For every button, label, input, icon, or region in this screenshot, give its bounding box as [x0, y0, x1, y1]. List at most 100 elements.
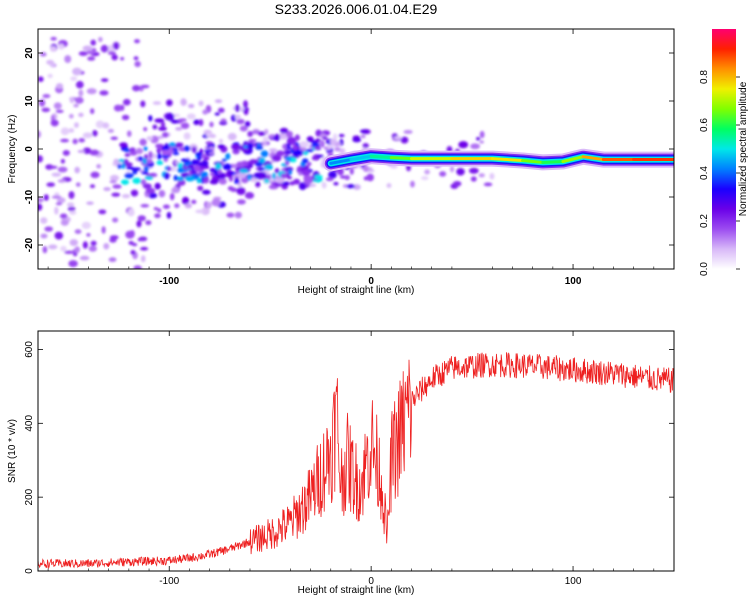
spectral-blob	[55, 109, 64, 113]
spectral-blob	[88, 245, 97, 252]
spectral-blob	[50, 36, 57, 41]
spectral-blob	[92, 129, 98, 137]
spectral-blob	[175, 127, 183, 131]
spectral-blob	[146, 136, 154, 141]
spectral-blob	[90, 108, 95, 115]
spectral-blob	[349, 167, 354, 175]
y-tick-label: 10	[24, 95, 35, 107]
spectral-blob	[306, 136, 314, 143]
y-tick-label: 20	[24, 47, 35, 59]
spectral-blob	[191, 159, 199, 166]
spectral-blob	[247, 175, 252, 181]
spectral-blob	[82, 241, 88, 249]
spectral-blob	[130, 189, 139, 197]
spectral-blob	[78, 137, 86, 143]
spectral-blob	[209, 179, 219, 185]
spectral-blob	[123, 148, 131, 153]
spectral-blob	[38, 203, 43, 211]
spectral-blob	[174, 203, 180, 209]
spectral-blob	[314, 174, 323, 180]
spectral-blob	[120, 57, 125, 61]
spectral-blob	[121, 194, 131, 199]
spectral-blob	[137, 156, 143, 162]
spectral-blob	[133, 265, 142, 269]
spectral-blob	[51, 172, 62, 177]
spectral-blob	[201, 160, 209, 167]
spectral-blob	[479, 140, 484, 144]
spectral-blob	[82, 132, 93, 139]
spectral-blob	[311, 142, 320, 147]
spectral-blob	[72, 67, 82, 76]
spectral-blob	[136, 220, 142, 228]
spectral-blob	[98, 209, 107, 215]
snr-x-axis-label: Height of straight line (km)	[298, 585, 415, 596]
spectral-blob	[452, 180, 462, 187]
spectral-blob	[38, 197, 44, 203]
spectral-blob	[201, 207, 210, 216]
spectral-blob	[130, 250, 136, 255]
spectral-blob	[271, 154, 282, 162]
spectral-blob	[222, 163, 232, 171]
spectral-blob	[420, 176, 429, 181]
spectral-blob	[57, 166, 68, 173]
spectral-blob	[247, 130, 253, 137]
spectral-blob	[187, 164, 195, 170]
spectral-blob	[132, 85, 141, 92]
spectral-blob	[232, 148, 240, 155]
spectral-blob	[86, 50, 96, 55]
spectral-blob	[57, 179, 66, 183]
ridge-core	[561, 155, 585, 163]
spectral-blob	[112, 184, 122, 189]
spectral-blob	[41, 272, 51, 277]
spectral-blob	[120, 179, 130, 185]
spectral-blob	[69, 239, 79, 246]
spectral-blob	[175, 142, 184, 148]
spectral-blob	[262, 136, 269, 141]
spectral-blob	[325, 177, 334, 182]
spectral-blob	[89, 149, 100, 156]
spectral-blob	[145, 173, 154, 177]
spectral-blob	[280, 173, 288, 179]
spectral-blob	[366, 173, 374, 182]
spectral-blob	[214, 99, 223, 103]
spectral-blob	[268, 148, 278, 152]
spectral-blob	[234, 114, 241, 120]
spectral-blob	[109, 235, 119, 240]
spectral-blob	[140, 255, 146, 263]
spectral-blob	[235, 104, 240, 112]
spectral-blob	[145, 275, 150, 280]
spectral-blob	[338, 134, 345, 138]
spectral-blob	[456, 168, 465, 176]
spectral-blob	[62, 150, 70, 156]
spectral-blob	[237, 184, 243, 189]
spectral-blob	[82, 147, 92, 154]
spectral-blob	[205, 141, 213, 145]
spectral-blob	[360, 134, 366, 139]
spectral-blob	[274, 168, 280, 174]
spectral-blob	[129, 147, 136, 153]
spectral-blob	[195, 209, 205, 214]
spectral-blob	[153, 206, 159, 211]
y-tick-label: 600	[24, 341, 35, 358]
spectral-blob	[244, 192, 255, 199]
spectral-blob	[246, 142, 254, 150]
spectral-blob	[53, 102, 62, 110]
spectral-blob	[142, 183, 152, 189]
spectral-blob	[86, 88, 97, 95]
spectral-blob	[169, 142, 176, 147]
colorbar-tick-label: 0.0	[699, 262, 710, 276]
spectral-blob	[168, 147, 174, 154]
spectral-blob	[305, 148, 314, 153]
spectral-blob	[216, 172, 227, 180]
spectral-blob	[145, 187, 156, 194]
spectral-blob	[424, 169, 430, 175]
spectral-blob	[124, 172, 134, 179]
ridge-core	[490, 157, 525, 163]
spectral-blob	[183, 132, 191, 140]
spectral-blob	[68, 113, 74, 119]
spectral-blob	[248, 164, 253, 168]
snr-series-line	[38, 352, 674, 570]
spectral-blob	[148, 151, 153, 159]
